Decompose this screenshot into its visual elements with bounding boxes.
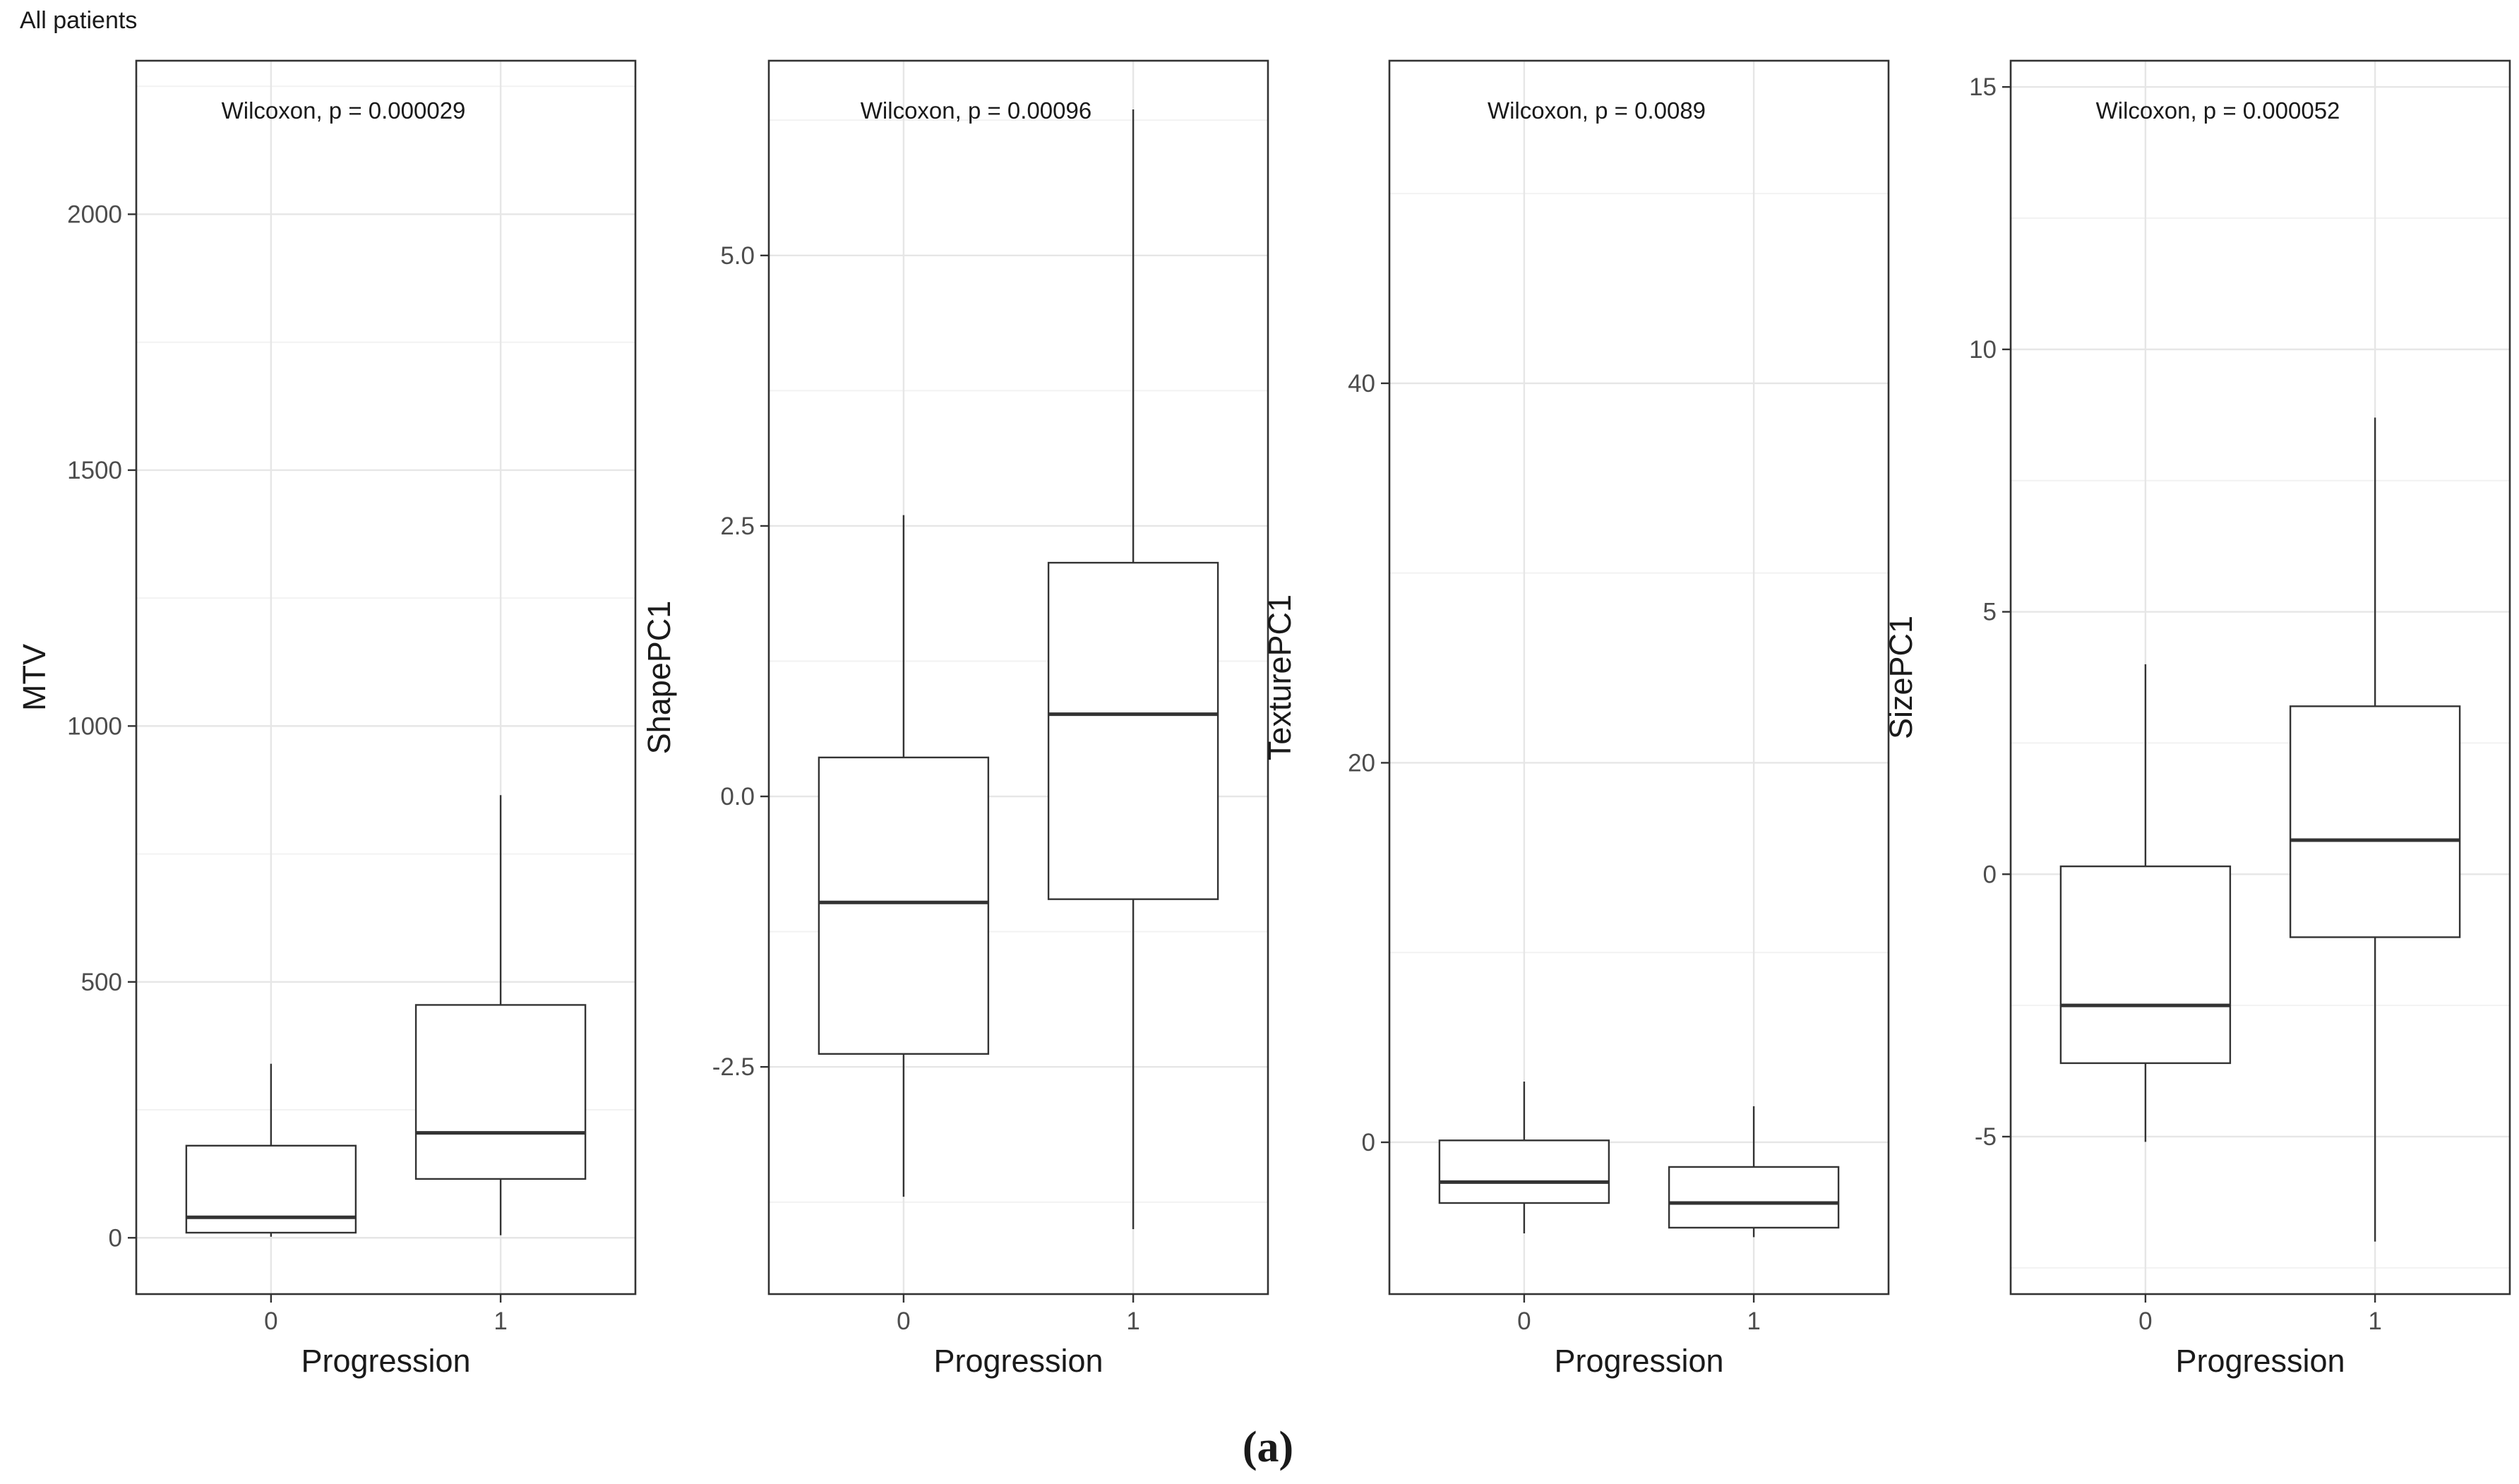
y-tick-label: 0 [1983,861,1997,888]
y-tick-label: 0 [1362,1129,1375,1156]
y-axis-label: MTV [16,644,52,711]
box-iqr [1438,1139,1610,1204]
x-axis-label: Progression [2175,1343,2345,1379]
box-iqr [2059,865,2232,1065]
box-category-0 [185,1063,357,1237]
y-tick-label: 2000 [67,201,122,228]
y-tick-label: 1000 [67,712,122,740]
figure-title: All patients [20,7,137,34]
x-tick-label: 0 [897,1308,910,1335]
y-tick-label: 40 [1348,370,1375,397]
panel-4: -5 0 5 10 15 0 1 Progression SizePC1 Wilcoxon, p … [1883,59,2511,1379]
y-tick-label: -5 [1975,1123,1997,1151]
panel-1: 0 500 1000 1500 2000 0 1 Progression MTV Wilcoxon… [16,59,637,1379]
y-axis-label: TexturePC1 [1262,594,1298,760]
y-tick-label: 5.0 [720,242,755,270]
x-tick-label: 0 [2138,1308,2152,1335]
box-category-1 [1668,1106,1840,1238]
box-iqr [1047,561,1219,900]
box-category-1 [1047,109,1219,1230]
y-axis-label: SizePC1 [1883,616,1919,739]
y-tick-label: 5 [1983,599,1997,626]
y-tick-label: 500 [81,969,122,996]
x-axis-label: Progression [301,1343,470,1379]
wilcoxon-annotation: Wilcoxon, p = 0.0089 [1488,97,1706,124]
panel-border [135,59,637,1295]
box-iqr [414,1004,587,1180]
box-iqr [185,1144,357,1234]
y-tick-label: 1500 [67,457,122,484]
box-iqr [818,756,990,1055]
box-category-0 [1438,1081,1610,1233]
x-tick-label: 1 [1126,1308,1139,1335]
x-tick-label: 1 [1747,1308,1760,1335]
y-tick-label: 0.0 [720,783,755,810]
y-tick-label: 2.5 [720,513,755,540]
panel-border [2009,59,2511,1295]
panel-border [1388,59,1890,1295]
y-tick-label: 15 [1969,73,1997,101]
y-tick-label: 20 [1348,749,1375,777]
y-tick-label: -2.5 [712,1053,755,1081]
wilcoxon-annotation: Wilcoxon, p = 0.000052 [2096,97,2340,124]
box-category-0 [2059,664,2232,1142]
box-category-0 [818,515,990,1197]
panel-2: -2.5 0.0 2.5 5.0 0 1 Progression ShapePC1 Wilcox… [641,59,1269,1379]
y-axis-label: ShapePC1 [641,601,677,755]
panel-3: 0 20 40 0 1 Progression TexturePC1 Wilcoxon, p … [1262,59,1890,1379]
wilcoxon-annotation: Wilcoxon, p = 0.000029 [222,97,466,124]
x-axis-label: Progression [1554,1343,1723,1379]
y-tick-label: 10 [1969,336,1997,364]
x-tick-label: 0 [1517,1308,1531,1335]
box-iqr [1668,1166,1840,1229]
box-category-1 [414,795,587,1235]
box-category-1 [2289,417,2461,1242]
box-iqr [2289,705,2461,938]
panel-border [767,59,1269,1295]
figure-caption: (a) [1243,1423,1293,1471]
wilcoxon-annotation: Wilcoxon, p = 0.00096 [861,97,1091,124]
y-tick-label: 0 [109,1224,122,1252]
x-tick-label: 1 [2368,1308,2381,1335]
x-tick-label: 1 [493,1308,507,1335]
x-axis-label: Progression [933,1343,1103,1379]
x-tick-label: 0 [264,1308,277,1335]
